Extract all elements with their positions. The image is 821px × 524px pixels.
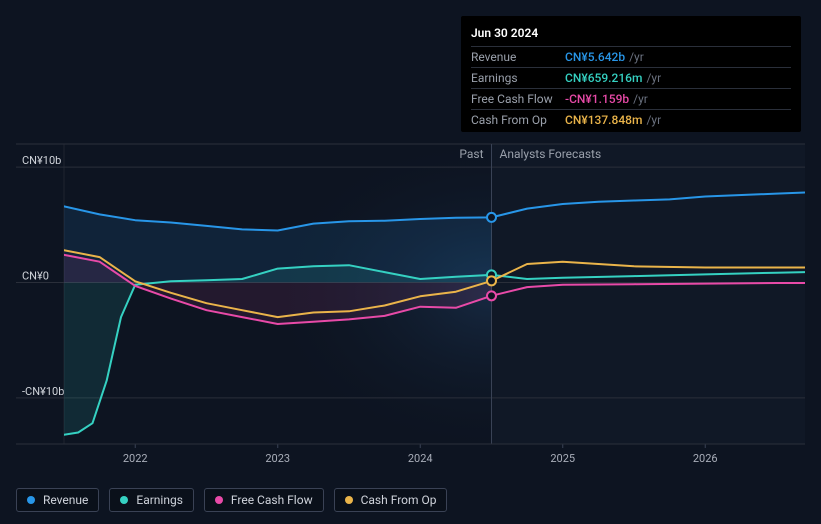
past-label: Past [459, 147, 483, 161]
tooltip-row-unit: /yr [646, 71, 661, 85]
legend-item-revenue[interactable]: Revenue [16, 488, 99, 512]
tooltip-row: Cash From OpCN¥137.848m/yr [471, 109, 791, 130]
legend-swatch [120, 496, 128, 504]
x-axis-label: 2026 [693, 452, 718, 465]
x-axis-label: 2022 [123, 452, 148, 465]
tooltip-date: Jun 30 2024 [471, 22, 791, 46]
series-marker-revenue[interactable] [487, 213, 496, 222]
tooltip-row: RevenueCN¥5.642b/yr [471, 46, 791, 67]
tooltip-row-label: Earnings [471, 71, 565, 85]
tooltip-row-unit: /yr [629, 50, 644, 64]
series-marker-cfo[interactable] [487, 276, 496, 285]
y-axis-label: CN¥10b [22, 154, 61, 167]
chart-legend: Revenue Earnings Free Cash Flow Cash From O… [16, 488, 447, 512]
forecast-label: Analysts Forecasts [500, 147, 602, 161]
tooltip-row-value: -CN¥1.159b [565, 92, 629, 106]
chart-tooltip: Jun 30 2024 RevenueCN¥5.642b/yrEarningsC… [461, 16, 801, 132]
series-marker-fcf[interactable] [487, 291, 496, 300]
tooltip-row: Free Cash Flow-CN¥1.159b/yr [471, 88, 791, 109]
tooltip-row-unit: /yr [633, 92, 648, 106]
legend-item-cfo[interactable]: Cash From Op [334, 488, 448, 512]
tooltip-row-value: CN¥137.848m [565, 113, 642, 127]
forecast-region [492, 144, 806, 444]
legend-item-fcf[interactable]: Free Cash Flow [204, 488, 324, 512]
tooltip-row-unit: /yr [646, 113, 661, 127]
legend-label: Revenue [43, 493, 88, 507]
y-axis-label: CN¥0 [22, 269, 49, 282]
x-axis-label: 2025 [550, 452, 575, 465]
x-axis-label: 2024 [408, 452, 433, 465]
y-axis-label: -CN¥10b [22, 385, 64, 398]
tooltip-row-label: Revenue [471, 50, 565, 64]
legend-label: Cash From Op [361, 493, 437, 507]
tooltip-row-value: CN¥659.216m [565, 71, 642, 85]
legend-label: Free Cash Flow [231, 493, 313, 507]
tooltip-row-value: CN¥5.642b [565, 50, 625, 64]
tooltip-row-label: Free Cash Flow [471, 92, 565, 106]
legend-swatch [27, 496, 35, 504]
legend-item-earnings[interactable]: Earnings [109, 488, 194, 512]
legend-label: Earnings [136, 493, 183, 507]
tooltip-row: EarningsCN¥659.216m/yr [471, 67, 791, 88]
legend-swatch [345, 496, 353, 504]
x-axis-label: 2023 [265, 452, 290, 465]
legend-swatch [215, 496, 223, 504]
tooltip-row-label: Cash From Op [471, 113, 565, 127]
